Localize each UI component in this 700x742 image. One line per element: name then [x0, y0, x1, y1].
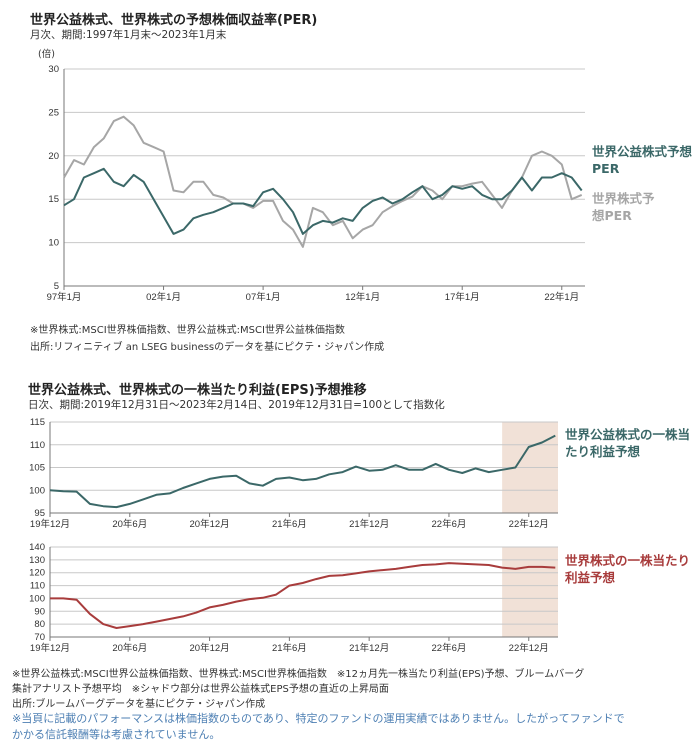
- eps1-xtick-label: 22年6月: [432, 518, 467, 530]
- eps1-series-line-utilities: [49, 434, 556, 509]
- eps2-ytick-label: 100: [29, 593, 45, 604]
- eps2-ytick-label: 140: [29, 542, 45, 553]
- chart2-source: 出所:ブルームバーグデータを基にピクテ・ジャパン作成: [12, 699, 266, 710]
- per-xtick-label: 07年1月: [246, 291, 281, 303]
- eps1-ytick-label: 115: [30, 417, 45, 428]
- chart1-title: 世界公益株式、世界株式の予想株価収益率(PER): [30, 13, 318, 28]
- chart1-source: 出所:リフィニティブ an LSEG businessのデータを基にピクテ・ジャ…: [30, 342, 385, 353]
- eps2-ytick-label: 120: [29, 568, 45, 579]
- eps1-xtick-label: 22年12月: [509, 518, 549, 530]
- chart1-ylabel: (倍): [38, 49, 55, 60]
- eps2-ytick-label: 130: [29, 555, 45, 566]
- chart2-title: 世界公益株式、世界株式の一株当たり利益(EPS)予想推移: [28, 383, 367, 398]
- per-ytick-label: 25: [48, 107, 59, 118]
- eps1-ytick-label: 100: [29, 485, 45, 496]
- legend-utilities-eps: 世界公益株式の一株当たり利益予想: [565, 427, 691, 459]
- per-ytick-label: 5: [54, 281, 59, 292]
- per-xtick-label: 17年1月: [445, 291, 480, 303]
- chart2-subtitle: 日次、期間:2019年12月31日～2023年2月14日、2019年12月31日…: [28, 399, 445, 411]
- per-xtick-label: 02年1月: [146, 291, 181, 303]
- chart2-note-1: ※世界公益株式:MSCI世界公益株価指数、世界株式:MSCI世界株価指数 ※12…: [12, 669, 585, 680]
- eps2-ytick-label: 80: [34, 619, 45, 630]
- chart2-note-2: 集計アナリスト予想平均 ※シャドウ部分は世界公益株式EPS予想の直近の上昇局面: [12, 684, 389, 695]
- eps2-shade-region: [502, 547, 558, 637]
- eps2-xtick-label: 22年6月: [432, 642, 467, 654]
- eps2-ytick-label: 90: [34, 606, 45, 617]
- eps2-ytick-label: 110: [30, 581, 45, 592]
- legend-world-eps: 世界株式の一株当たり利益予想: [565, 553, 691, 585]
- eps2-xtick-label: 19年12月: [30, 642, 70, 654]
- eps2-series-line-world_eps: [50, 562, 556, 629]
- legend-utilities-per: 世界公益株式予想PER: [592, 144, 693, 176]
- eps1-ytick-label: 110: [30, 440, 45, 451]
- eps1-xtick-label: 21年6月: [272, 518, 307, 530]
- eps1-ytick-label: 95: [34, 508, 45, 519]
- eps2-xtick-label: 22年12月: [509, 642, 549, 654]
- eps1-xtick-label: 21年12月: [349, 518, 389, 530]
- chart1-note: ※世界株式:MSCI世界株価指数、世界公益株式:MSCI世界公益株価指数: [30, 325, 345, 336]
- per-xtick-label: 12年1月: [345, 291, 380, 303]
- chart1-subtitle: 月次、期間:1997年1月末～2023年1月末: [30, 29, 227, 41]
- disclaimer-1: ※当頁に記載のパフォーマンスは株価指数のものであり、特定のファンドの運用実績では…: [12, 712, 625, 725]
- legend-world-per: 世界株式予想PER: [592, 191, 655, 223]
- eps2-xtick-label: 21年12月: [349, 642, 389, 654]
- eps1-xtick-label: 20年6月: [112, 518, 147, 530]
- eps2-xtick-label: 20年6月: [112, 642, 147, 654]
- eps1-xtick-label: 20年12月: [190, 518, 230, 530]
- per-ytick-label: 20: [48, 151, 59, 162]
- per-series-line-world: [63, 115, 583, 248]
- per-xtick-label: 22年1月: [544, 291, 579, 303]
- per-ytick-label: 15: [48, 194, 59, 205]
- eps2-xtick-label: 21年6月: [272, 642, 307, 654]
- per-ytick-label: 30: [48, 64, 59, 75]
- eps2-ytick-label: 70: [34, 632, 45, 643]
- disclaimer-2: かかる信託報酬等は考慮されていません。: [12, 728, 221, 741]
- per-ytick-label: 10: [48, 238, 59, 249]
- per-xtick-label: 97年1月: [47, 291, 82, 303]
- per-series-line-utilities: [63, 167, 583, 235]
- eps1-ytick-label: 105: [29, 463, 45, 474]
- eps1-xtick-label: 19年12月: [30, 518, 70, 530]
- eps2-xtick-label: 20年12月: [190, 642, 230, 654]
